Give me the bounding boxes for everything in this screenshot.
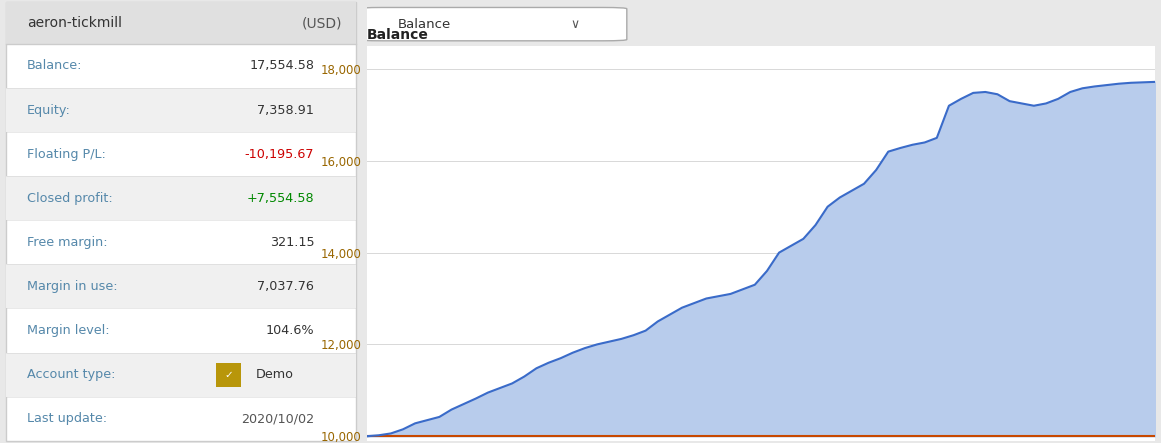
Text: 321.15: 321.15 [269, 236, 315, 249]
Text: Margin in use:: Margin in use: [27, 280, 117, 293]
Text: 17,554.58: 17,554.58 [250, 59, 315, 72]
Bar [6, 176, 356, 220]
Text: Free margin:: Free margin: [27, 236, 108, 249]
Text: aeron-tickmill: aeron-tickmill [27, 16, 122, 30]
Text: 7,358.91: 7,358.91 [258, 104, 315, 117]
Text: Balance: Balance [367, 28, 428, 42]
Text: Closed profit:: Closed profit: [27, 192, 113, 205]
Bar [6, 264, 356, 308]
Text: (USD): (USD) [302, 16, 342, 30]
Text: 2020/10/02: 2020/10/02 [241, 412, 315, 425]
Text: Floating P/L:: Floating P/L: [27, 148, 106, 161]
Bar [6, 353, 356, 396]
Bar [6, 2, 356, 44]
Bar [216, 362, 241, 387]
Text: Equity:: Equity: [27, 104, 71, 117]
FancyBboxPatch shape [359, 8, 627, 41]
Text: 7,037.76: 7,037.76 [258, 280, 315, 293]
Text: Last update:: Last update: [27, 412, 107, 425]
Text: +7,554.58: +7,554.58 [246, 192, 315, 205]
Text: Account type:: Account type: [27, 368, 115, 381]
Text: ∨: ∨ [570, 18, 579, 31]
Text: 104.6%: 104.6% [266, 324, 315, 337]
Text: -10,195.67: -10,195.67 [245, 148, 315, 161]
Text: Balance:: Balance: [27, 59, 82, 72]
Text: Demo: Demo [255, 368, 294, 381]
Text: Balance: Balance [398, 18, 452, 31]
Text: Margin level:: Margin level: [27, 324, 109, 337]
Bar [6, 88, 356, 132]
Text: ✓: ✓ [224, 369, 233, 380]
